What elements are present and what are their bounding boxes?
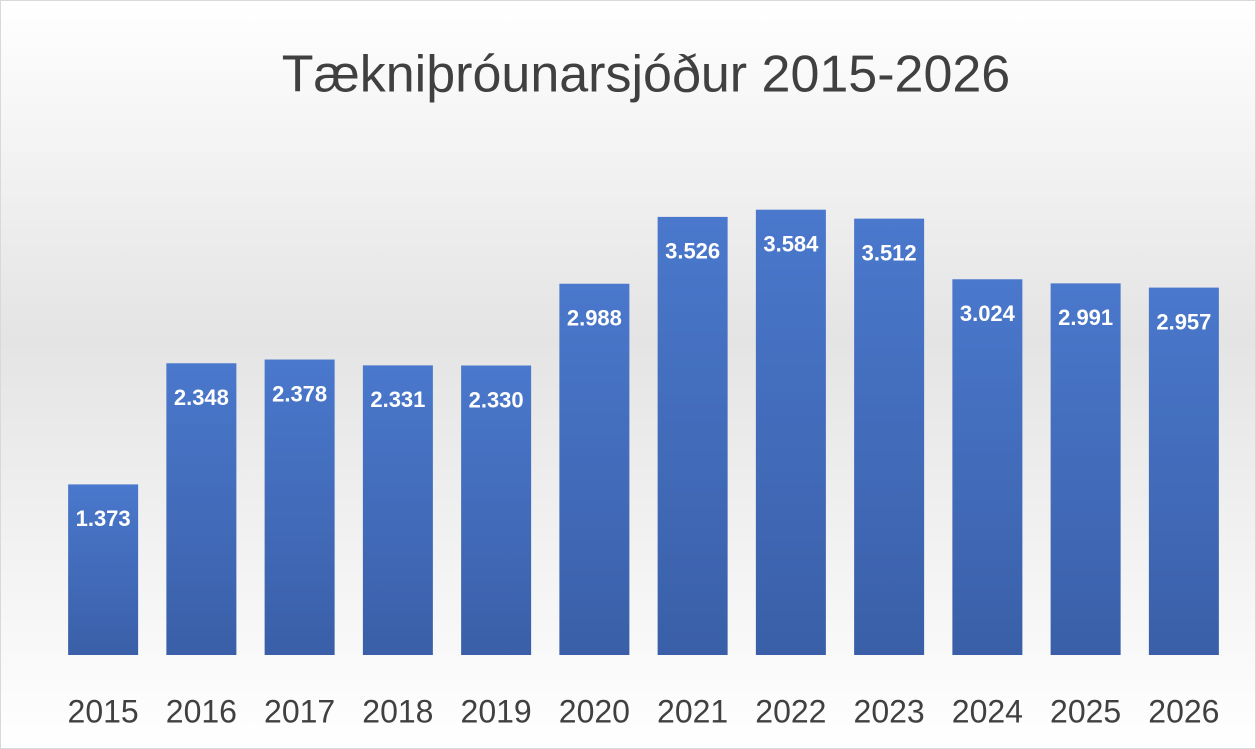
x-tick-label: 2024 [952, 693, 1023, 729]
bar [952, 279, 1023, 655]
bar [166, 363, 237, 655]
x-tick-label: 2019 [461, 693, 532, 729]
bar [755, 209, 826, 656]
x-tick-label: 2018 [362, 693, 433, 729]
x-tick-label: 2022 [755, 693, 826, 729]
bar [1050, 283, 1121, 655]
data-label: 3.526 [665, 239, 720, 264]
data-label: 2.988 [567, 306, 622, 331]
x-tick-label: 2025 [1050, 693, 1121, 729]
data-label: 3.584 [763, 232, 819, 257]
data-label: 2.348 [174, 385, 229, 410]
data-label: 2.330 [469, 387, 524, 412]
data-label: 2.991 [1058, 305, 1113, 330]
bar [264, 359, 335, 655]
data-label: 3.024 [960, 301, 1016, 326]
bar [362, 365, 433, 655]
x-tick-label: 2023 [854, 693, 925, 729]
x-tick-label: 2020 [559, 693, 630, 729]
data-label: 1.373 [76, 506, 131, 531]
x-tick-label: 2026 [1148, 693, 1219, 729]
bar [1148, 287, 1219, 655]
chart-title: Tækniþróunarsjóður 2015-2026 [282, 46, 1010, 104]
x-tick-label: 2015 [68, 693, 139, 729]
bar [559, 283, 630, 655]
x-tick-label: 2021 [657, 693, 728, 729]
data-label: 2.957 [1156, 309, 1211, 334]
bar [657, 216, 728, 655]
bar [854, 218, 925, 655]
data-label: 2.331 [370, 387, 425, 412]
data-label: 2.378 [272, 381, 327, 406]
bar [461, 365, 532, 655]
x-tick-label: 2016 [166, 693, 237, 729]
x-tick-label: 2017 [264, 693, 335, 729]
bar [68, 484, 139, 655]
data-label: 3.512 [862, 240, 917, 265]
